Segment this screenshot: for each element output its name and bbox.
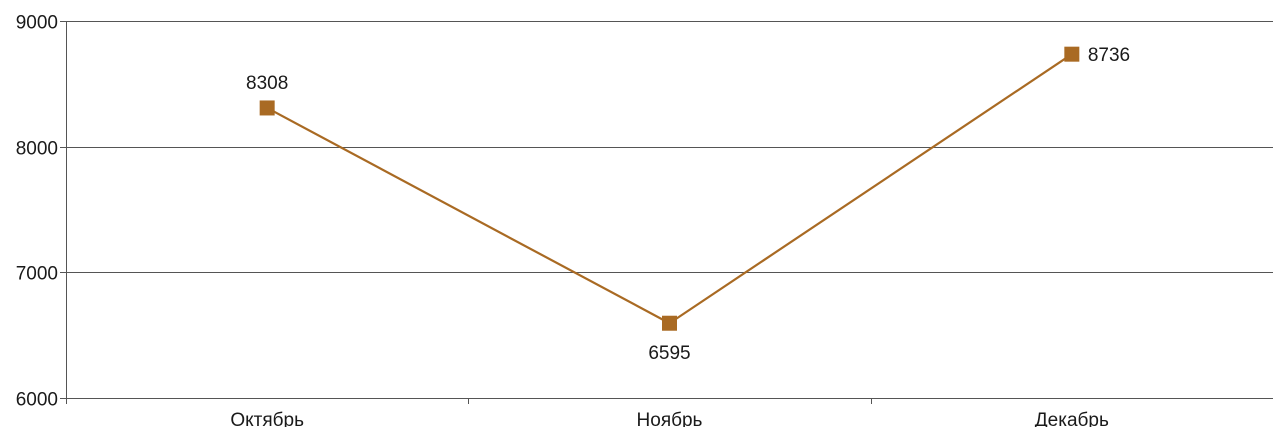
data-label: 6595 — [648, 343, 690, 364]
series-line — [266, 53, 1073, 325]
data-point-marker — [259, 100, 275, 116]
data-label: 8736 — [1088, 45, 1130, 66]
y-tick-label: 7000 — [16, 264, 58, 285]
grid-layer — [66, 21, 1273, 399]
label-layer: 6000 7000 8000 9000 Октябрь Ноябрь Декабрь 8308… — [16, 13, 1130, 427]
y-tick-label: 6000 — [16, 390, 58, 411]
series-layer — [259, 46, 1080, 331]
y-tick-label: 9000 — [16, 13, 58, 34]
x-tick-label: Ноябрь — [637, 410, 703, 427]
data-label: 8308 — [246, 73, 288, 94]
axis-layer — [60, 21, 872, 404]
y-tick-label: 8000 — [16, 139, 58, 160]
data-point-marker — [662, 315, 677, 331]
data-point-marker — [1064, 46, 1080, 62]
x-tick-label: Октябрь — [230, 410, 304, 427]
x-tick-label: Декабрь — [1035, 410, 1109, 427]
